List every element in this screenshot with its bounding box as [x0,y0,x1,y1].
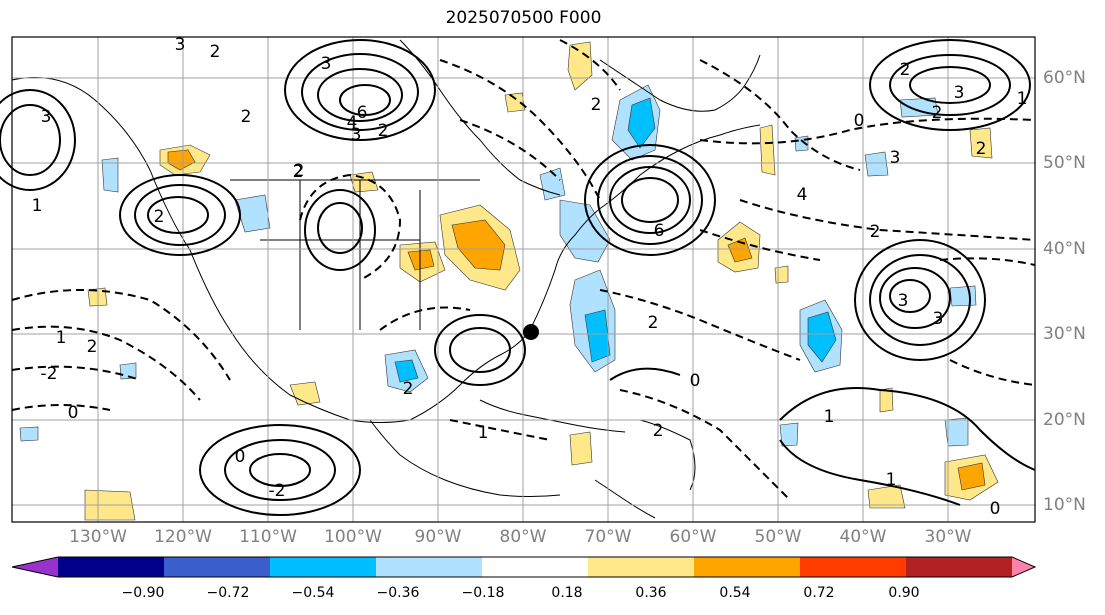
contour-label: 1 [824,407,835,427]
contour-label: 1 [56,328,67,348]
contour-label: 2 [403,379,414,399]
lat-label: 30°N [1043,324,1086,344]
contour-label: -2 [269,481,286,501]
contour-label: 3 [933,309,944,329]
lon-label: 90°W [414,527,462,547]
lat-label: 50°N [1043,153,1086,173]
lon-label: 100°W [324,527,382,547]
contour-label: 1 [478,423,489,443]
location-marker [523,324,539,340]
colorbar-tick: 0.54 [719,585,751,601]
lon-label: 40°W [839,527,887,547]
colorbar-tick: −0.54 [291,585,335,601]
dashed-contours [11,39,1036,501]
contour-label: 3 [175,35,186,55]
lon-label: 80°W [499,527,547,547]
solid-contours [0,39,1036,516]
colorbar-tick: −0.36 [376,585,420,601]
lon-label: 130°W [69,527,127,547]
contour-label: 2 [87,337,98,357]
lat-label: 10°N [1043,495,1086,515]
contour-label: 3 [351,125,362,145]
colorbar-tick: 0.90 [888,585,920,601]
contour-label: 6 [357,103,368,123]
contour-label: 2 [653,421,664,441]
contour-label: 2 [210,42,221,62]
contour-label: 1 [32,196,43,216]
colorbar-tick: 0.36 [635,585,667,601]
colorbar-tick: −0.18 [461,585,505,601]
contour-label-group: 3 2 3 3 6 2 3 2 4 2 2 2 6 2 3 0 3 1 2 2 … [32,35,1028,519]
contour-label: 0 [68,403,79,423]
contour-label: 0 [235,447,246,467]
contour-label: 3 [41,107,52,127]
contour-label: 0 [854,111,865,131]
contour-label: 3 [954,83,965,103]
contour-label: 2 [293,162,304,182]
contour-label: 2 [976,139,987,159]
colorbar-tick: −0.90 [121,585,165,601]
contour-label: 2 [294,161,305,181]
lon-label: 120°W [154,527,212,547]
contour-label: 6 [654,221,665,241]
contour-label: 3 [890,148,901,168]
lat-label: 20°N [1043,410,1086,430]
contour-label: 3 [898,291,909,311]
lat-label: 60°N [1043,68,1086,88]
contour-label: 1 [886,470,897,490]
lon-label: 30°W [924,527,972,547]
colorbar-tick: 0.18 [551,585,583,601]
plot-title: 2025070500 F000 [445,8,602,28]
contour-label: 4 [797,185,808,205]
colorbar-tick: 0.72 [803,585,835,601]
contour-label: 2 [870,222,881,242]
contour-label: 2 [241,107,252,127]
contour-label: 2 [932,103,943,123]
coastlines [11,39,761,519]
contour-label: 2 [648,313,659,333]
lon-label: 70°W [584,527,632,547]
lon-label: 60°W [669,527,717,547]
lon-label: 50°W [754,527,802,547]
colorbar-tick: −0.72 [206,585,250,601]
contour-label: 2 [154,207,165,227]
contour-label: 2 [900,60,911,80]
contour-label: 3 [321,54,332,74]
map-frame [11,36,1036,523]
contour-label: 0 [690,371,701,391]
lat-label: 40°N [1043,239,1086,259]
contour-label: 4 [347,113,358,133]
contour-label: 2 [378,121,389,141]
contour-label: 1 [1017,89,1028,109]
contour-label: 0 [990,499,1001,519]
contour-label: -2 [41,364,58,384]
contour-label: 2 [591,95,602,115]
lon-label: 110°W [239,527,297,547]
